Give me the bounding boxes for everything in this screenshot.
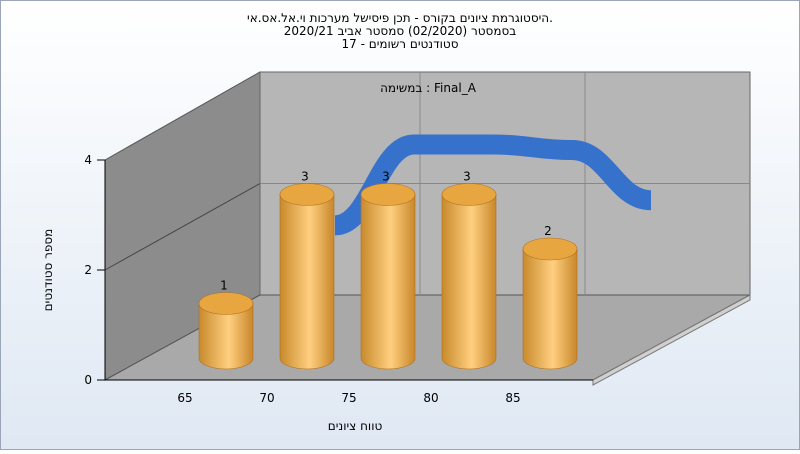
title-line: בסמסטר (02/2020) סמסטר אביב 2020/21 — [284, 24, 516, 38]
x-tick-label: 65 — [177, 391, 192, 405]
x-tick-label: 70 — [259, 391, 274, 405]
y-tick-label: 4 — [84, 153, 92, 167]
value-label: 3 — [301, 170, 309, 184]
x-axis-label: טווח ציונים — [328, 419, 383, 433]
bar-top — [522, 237, 578, 261]
bar-top — [198, 292, 254, 315]
x-tick-label: 85 — [505, 391, 520, 405]
curve — [333, 134, 653, 236]
annotation: במשימה : Final_A — [380, 81, 477, 95]
grid-line — [104, 183, 261, 271]
floor-edge — [592, 294, 751, 386]
y-tick-label: 2 — [84, 263, 92, 277]
value-label: 3 — [463, 170, 471, 184]
value-label: 3 — [382, 170, 390, 184]
x-tick-label: 75 — [341, 391, 356, 405]
bar-top — [279, 183, 335, 206]
bar — [522, 248, 578, 370]
bar — [360, 194, 416, 370]
bar-top — [360, 183, 416, 206]
bar — [198, 303, 254, 370]
y-axis-label: מספר סטודנטים — [41, 229, 55, 312]
value-label: 2 — [544, 224, 552, 238]
value-label: 1 — [220, 279, 228, 293]
y-tick-label: 0 — [84, 373, 92, 387]
bar-top — [441, 183, 497, 206]
title-line: סטודנטים רשומים - 17 — [341, 37, 458, 51]
x-tick-label: 80 — [423, 391, 438, 405]
bar — [441, 194, 497, 370]
title-line: היסטוגרמת ציונים בקורס - תכן פיסישל מערכ… — [247, 11, 553, 25]
bar — [279, 194, 335, 370]
